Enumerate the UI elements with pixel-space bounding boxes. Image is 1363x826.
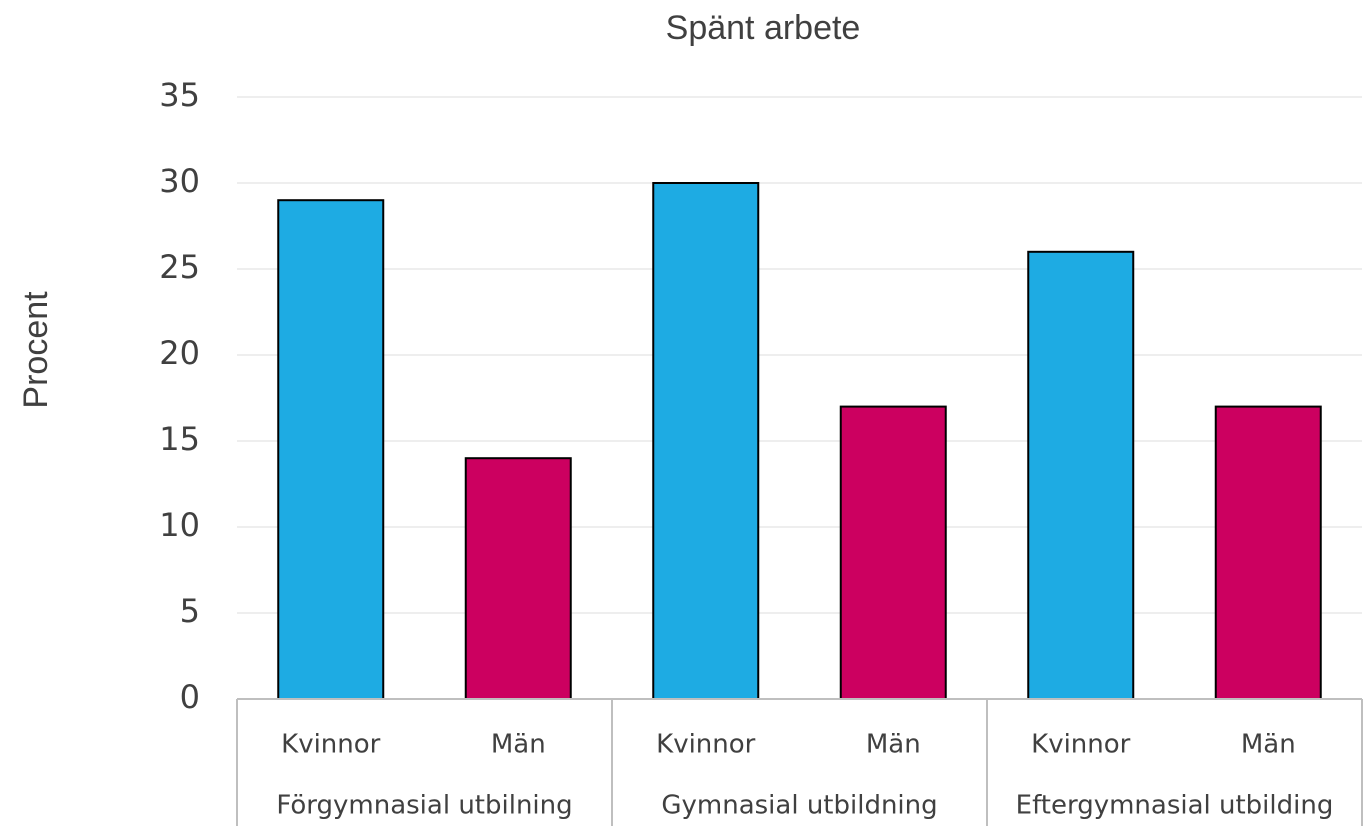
x-tick-label: Kvinnor	[1031, 730, 1131, 760]
x-tick-label: Kvinnor	[281, 730, 381, 760]
y-tick-label: 15	[159, 420, 200, 458]
group-label: Gymnasial utbildning	[661, 791, 937, 821]
bar	[464, 457, 572, 701]
y-tick-label: 20	[159, 334, 200, 372]
y-tick-label: 35	[159, 76, 200, 114]
bar	[652, 182, 760, 700]
x-tick-label: Män	[491, 730, 546, 760]
y-axis-title: Procent	[17, 291, 55, 409]
bar	[1027, 250, 1135, 701]
bar	[1214, 405, 1322, 700]
x-tick-label: Män	[866, 730, 921, 760]
y-tick-label: 10	[159, 506, 200, 544]
x-tick-label: Män	[1241, 730, 1296, 760]
chart-title: Spänt arbete	[666, 9, 861, 47]
bar	[839, 405, 947, 700]
y-tick-label: 25	[159, 248, 200, 286]
group-label: Förgymnasial utbilning	[276, 791, 572, 821]
group-label: Eftergymnasial utbilding	[1016, 791, 1334, 821]
y-tick-label: 0	[180, 678, 200, 716]
y-tick-label: 30	[159, 162, 200, 200]
x-tick-label: Kvinnor	[656, 730, 756, 760]
bar	[277, 199, 385, 700]
y-tick-label: 5	[180, 592, 200, 630]
